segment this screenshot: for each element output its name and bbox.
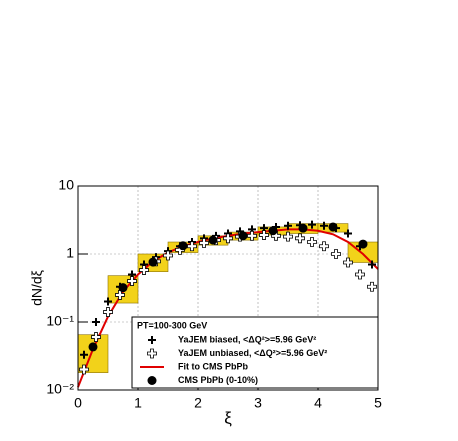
plus-marker	[344, 229, 352, 238]
open-plus-marker	[259, 230, 269, 240]
open-plus-marker	[367, 281, 377, 292]
open-plus-marker	[115, 290, 125, 300]
circle-marker	[147, 376, 157, 385]
circle-marker	[208, 235, 218, 245]
legend-label: YaJEM biased, <ΔQ²>=5.96 GeV²	[178, 334, 316, 344]
x-tick-label: 5	[374, 395, 382, 411]
open-plus-marker	[319, 241, 329, 252]
plus-marker	[104, 297, 112, 306]
legend-label: CMS PbPb (0-10%)	[178, 375, 258, 385]
plus-marker	[368, 260, 376, 269]
open-plus-marker	[331, 249, 341, 259]
circle-marker	[238, 231, 248, 241]
plus-marker	[80, 350, 88, 359]
circle-marker	[328, 222, 338, 232]
legend-box	[131, 316, 379, 389]
open-plus-marker	[247, 230, 257, 241]
plus-marker	[148, 336, 156, 344]
plus-marker	[308, 220, 316, 229]
legend-label: Fit to CMS PbPb	[178, 361, 248, 371]
open-plus-marker	[139, 265, 149, 275]
open-plus-marker	[79, 364, 89, 375]
circle-marker	[178, 241, 188, 251]
y-tick-label: 10	[58, 177, 74, 193]
open-plus-marker	[163, 250, 173, 261]
plus-marker	[320, 221, 328, 230]
open-plus-marker	[147, 348, 157, 359]
open-plus-marker	[307, 237, 317, 247]
legend-label: YaJEM unbiased, <ΔQ²>=5.96 GeV²	[178, 348, 327, 358]
open-plus-marker	[187, 241, 197, 252]
y-tick-label: 10⁻²	[46, 381, 74, 397]
x-axis-label: ξ	[224, 408, 232, 427]
circle-marker	[118, 283, 128, 293]
y-tick-label: 1	[66, 245, 74, 261]
circle-marker	[268, 226, 278, 236]
plus-marker	[284, 221, 292, 230]
y-tick-label: 10⁻¹	[46, 313, 74, 329]
circle-marker	[298, 223, 308, 233]
open-plus-marker	[295, 233, 305, 244]
open-plus-marker	[343, 257, 353, 268]
axes-frame	[77, 185, 379, 391]
circle-marker	[148, 257, 158, 267]
open-plus-marker	[199, 238, 209, 248]
open-plus-marker	[127, 276, 137, 286]
legend: PT=100-300 GeV YaJEM biased, <ΔQ²>=5.96 G…	[131, 316, 379, 389]
x-tick-label: 0	[74, 395, 82, 411]
legend-title: PT=100-300 GeV	[137, 320, 207, 330]
x-tick-label: 4	[314, 395, 322, 411]
y-axis-label: dN/dξ	[29, 270, 45, 306]
x-tick-label: 3	[254, 395, 262, 411]
plus-marker	[92, 318, 100, 326]
open-plus-marker	[283, 231, 293, 242]
open-plus-marker	[223, 233, 233, 244]
open-plus-marker	[103, 307, 113, 317]
x-tick-label: 1	[134, 395, 142, 411]
x-tick-label: 2	[194, 395, 202, 411]
open-plus-marker	[355, 269, 365, 280]
circle-marker	[88, 342, 98, 352]
circle-marker	[358, 239, 368, 249]
open-plus-marker	[91, 332, 101, 342]
